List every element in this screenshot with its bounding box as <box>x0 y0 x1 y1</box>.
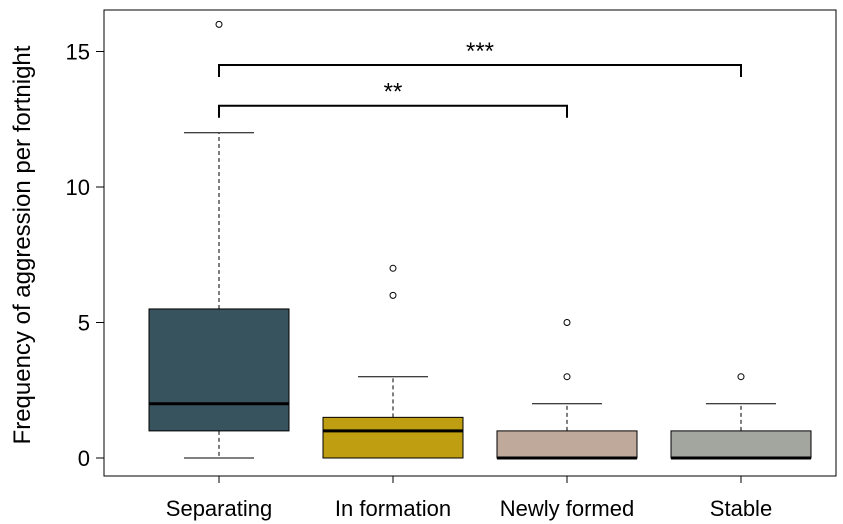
outlier-point <box>563 319 571 326</box>
y-tick-label: 0 <box>78 446 90 471</box>
box-iqr <box>496 430 638 459</box>
box-group <box>322 264 464 459</box>
x-tick-label: Newly formed <box>500 496 634 521</box>
x-tick-label: Stable <box>710 496 772 521</box>
y-axis: 0 5 10 15 <box>66 40 104 471</box>
box-group <box>496 319 638 460</box>
y-tick-label: 10 <box>66 175 90 200</box>
x-axis: Separating In formation Newly formed Stable <box>166 476 772 521</box>
box-iqr <box>148 308 290 432</box>
significance-label: ** <box>384 79 403 106</box>
x-tick-label: In formation <box>335 496 451 521</box>
y-tick-label: 5 <box>78 311 90 336</box>
outlier-point <box>215 20 223 28</box>
outlier-point <box>737 373 745 381</box>
box-iqr <box>670 430 812 459</box>
y-tick-label: 15 <box>66 40 90 65</box>
box-group <box>670 373 812 460</box>
significance-brackets: ***** <box>218 38 742 118</box>
box-iqr <box>322 416 464 459</box>
plot-frame <box>103 9 837 477</box>
boxes <box>148 20 812 460</box>
significance-label: *** <box>466 38 494 65</box>
x-tick-label: Separating <box>166 496 272 521</box>
significance-bracket <box>218 104 568 118</box>
outlier-point <box>563 373 571 381</box>
outlier-point <box>389 291 397 299</box>
outlier-point <box>389 264 397 272</box>
box-group <box>148 20 290 459</box>
y-axis-title: Frequency of aggression per fortnight <box>9 45 36 444</box>
significance-bracket <box>218 64 742 78</box>
